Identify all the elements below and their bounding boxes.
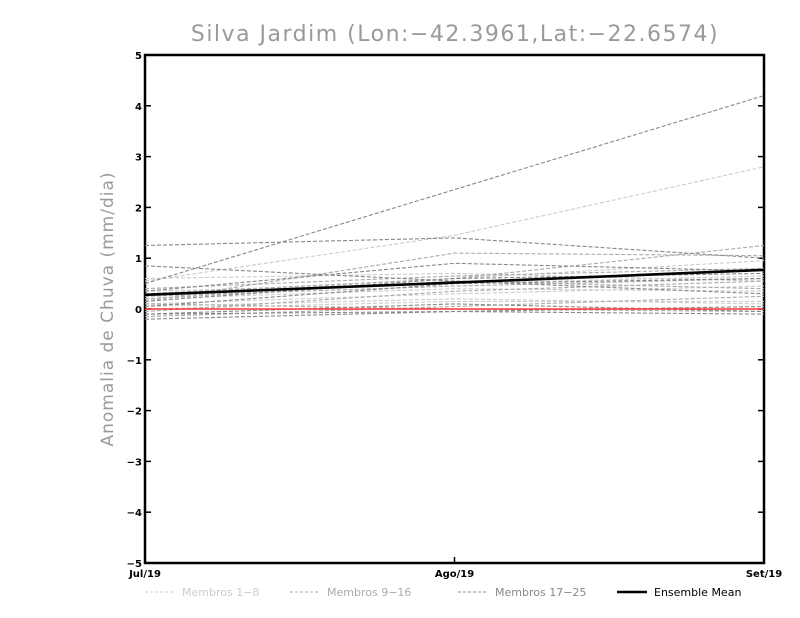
legend-label: Membros 1−8 [182, 586, 259, 599]
member-series-group [144, 95, 765, 320]
member-6-line [144, 300, 764, 310]
legend-label: Ensemble Mean [654, 586, 741, 599]
y-axis-label: Anomalia de Chuva (mm/dia) [98, 171, 118, 446]
y-tick-label: 0 [135, 305, 142, 316]
ensemble-mean-line [144, 268, 765, 297]
x-axis: Jul/19 Ago/19 Set/19 [128, 557, 782, 580]
y-tick-label: −1 [127, 356, 142, 367]
legend-label: Membros 17−25 [495, 586, 586, 599]
member-4-line [144, 285, 765, 305]
y-tick-label: −4 [127, 508, 142, 519]
member-8-line [144, 298, 765, 308]
member-7-line [144, 272, 765, 282]
y-tick-label: −5 [127, 559, 142, 570]
chart-title: Silva Jardim (Lon:−42.3961,Lat:−22.6574) [191, 22, 719, 47]
y-axis: −5 −4 −3 −2 −1 0 1 2 3 4 5 [127, 51, 764, 570]
member-9-line [144, 244, 765, 295]
y-tick-label: −2 [127, 407, 142, 418]
y-tick-label: 2 [135, 203, 142, 214]
member-5-line [144, 288, 765, 300]
member-20-line [144, 262, 765, 292]
member-10-line [144, 252, 765, 302]
y-tick-label: 4 [135, 102, 142, 113]
member-14-line [144, 267, 765, 290]
member-24-line [144, 277, 765, 308]
overlay-series-group [144, 268, 765, 310]
y-tick-label: 3 [135, 153, 142, 164]
y-tick-label: 1 [135, 254, 142, 265]
x-tick-label: Set/19 [746, 569, 782, 580]
legend-label: Membros 9−16 [327, 586, 411, 599]
member-11-line [144, 280, 765, 313]
member-16-line [144, 277, 765, 297]
member-18-line [144, 237, 765, 259]
member-19-line [144, 265, 765, 295]
x-tick-label: Ago/19 [435, 569, 474, 580]
member-1-line [144, 166, 765, 282]
x-tick-label: Jul/19 [128, 569, 161, 580]
member-22-line [144, 310, 765, 320]
y-tick-label: 5 [135, 51, 142, 62]
y-tick-label: −3 [127, 457, 142, 468]
legend: Membros 1−8 Membros 9−16 Membros 17−25 Ense… [145, 586, 741, 599]
